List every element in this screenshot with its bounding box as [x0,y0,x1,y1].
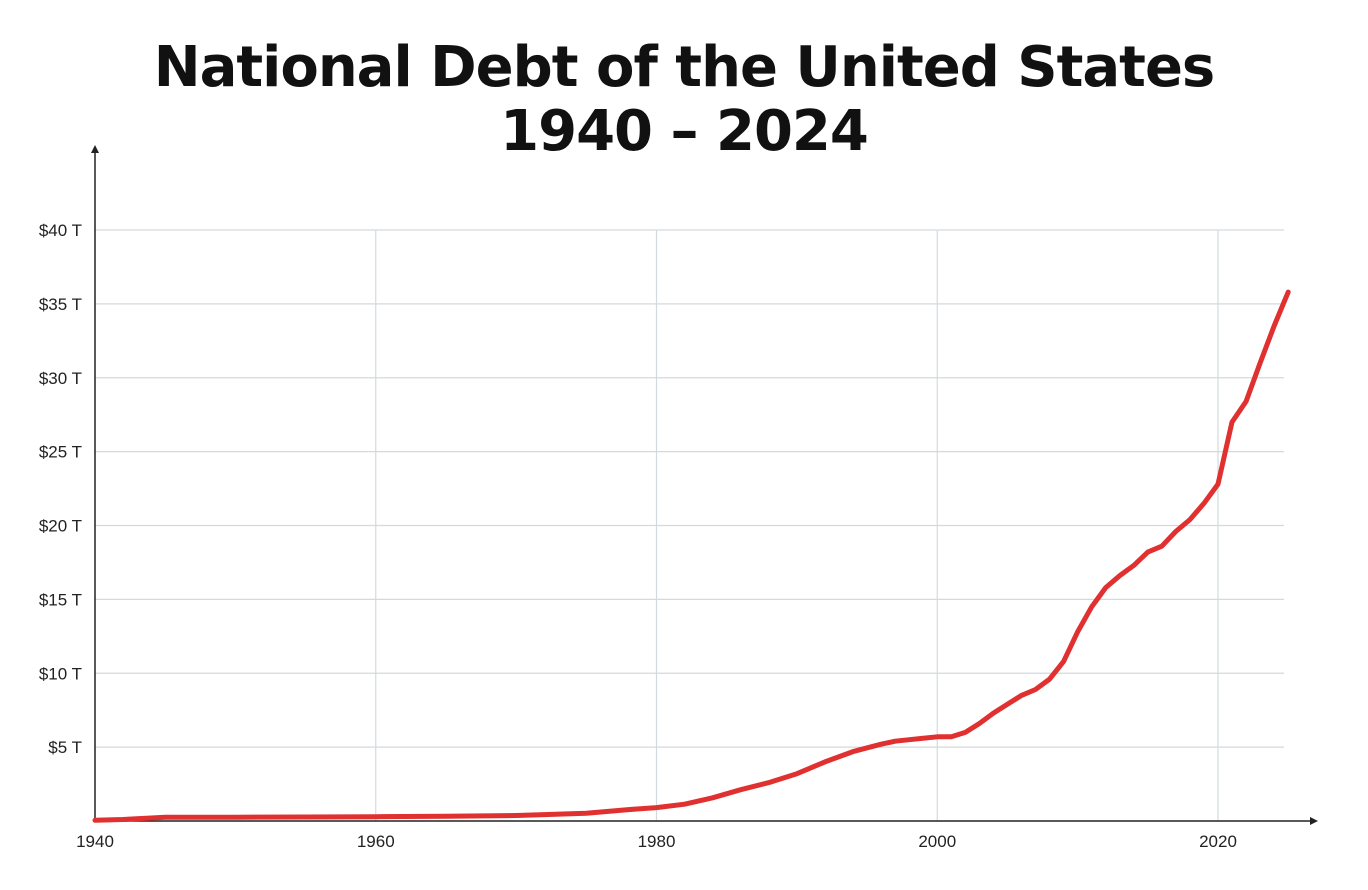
y-tick-label: $30 T [39,369,82,388]
y-axis-arrow [91,145,99,153]
y-tick-label: $20 T [39,517,82,536]
x-tick-label: 2000 [918,832,956,851]
x-tick-label: 1980 [638,832,676,851]
y-tick-label: $25 T [39,443,82,462]
chart-title-block: National Debt of the United States 1940 … [0,36,1368,164]
y-tick-label: $5 T [48,738,82,757]
y-tick-label: $40 T [39,221,82,240]
y-tick-label: $10 T [39,664,82,683]
debt-series-line [92,289,1291,823]
x-tick-label: 2020 [1199,832,1237,851]
y-tick-label: $35 T [39,295,82,314]
x-tick-label: 1960 [357,832,395,851]
x-tick-label: 1940 [76,832,114,851]
chart-title: National Debt of the United States [153,35,1216,100]
chart-subtitle: 1940 – 2024 [500,99,869,164]
x-axis-arrow [1310,817,1318,825]
y-tick-label: $15 T [39,590,82,609]
